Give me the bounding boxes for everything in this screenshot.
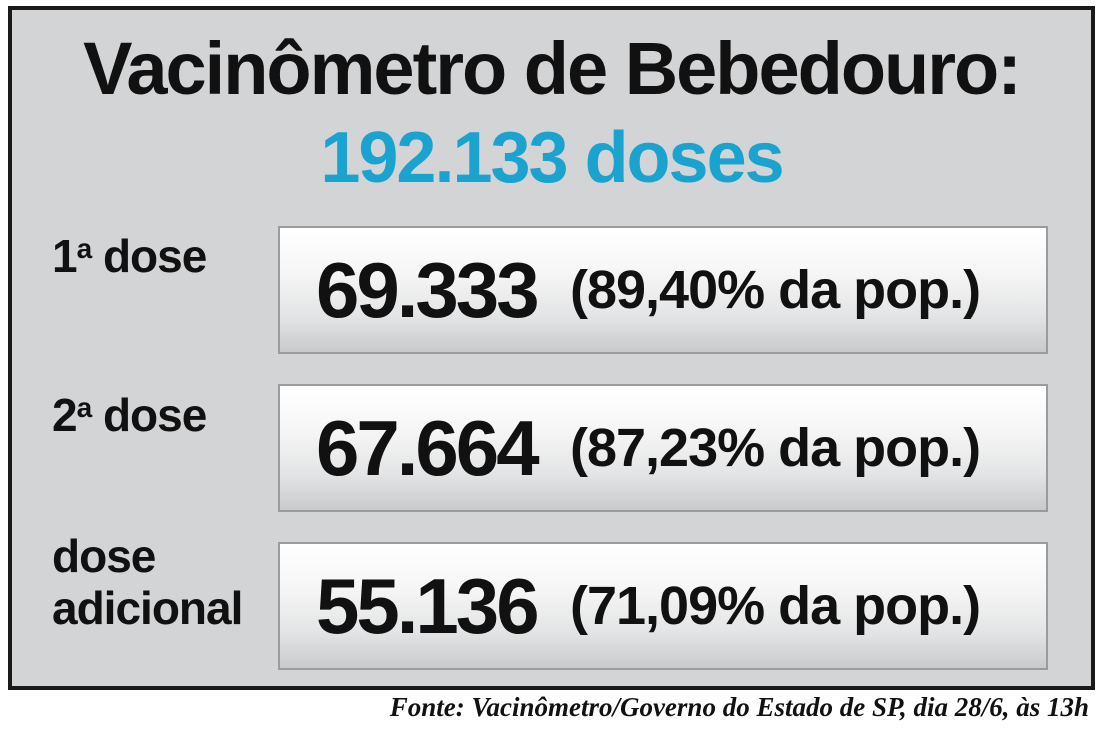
source-credit: Fonte: Vacinômetro/Governo do Estado de …: [389, 692, 1089, 722]
row-label-line1: dose: [52, 530, 156, 582]
population-percent: (89,40% da pop.): [570, 260, 981, 320]
population-percent: (87,23% da pop.): [570, 418, 981, 478]
row-label-number: 2: [52, 389, 78, 441]
dose-count: 69.333: [316, 246, 540, 334]
value-box-first-dose: 69.333 (89,40% da pop.): [278, 226, 1048, 354]
value-box-additional-dose: 55.136 (71,09% da pop.): [278, 542, 1048, 670]
row-label-ordinal: a: [76, 392, 93, 423]
row-label-text: dose: [91, 230, 207, 282]
panel-title: Vacinômetro de Bebedouro:: [83, 27, 1022, 110]
row-label-number: 1: [52, 230, 78, 282]
population-percent: (71,09% da pop.): [570, 576, 981, 636]
dose-count: 55.136: [316, 562, 540, 650]
dose-count: 67.664: [316, 404, 540, 492]
row-label-line2: adicional: [52, 582, 243, 634]
row-label-additional-dose: dose adicional: [52, 530, 243, 634]
row-label-second-dose: 2a dose: [52, 389, 207, 441]
row-label-text: dose: [91, 389, 207, 441]
row-label-first-dose: 1a dose: [52, 230, 207, 282]
row-label-ordinal: a: [76, 233, 93, 264]
vaccine-panel: Vacinômetro de Bebedouro: 192.133 doses …: [8, 6, 1095, 690]
total-doses: 192.133 doses: [320, 118, 784, 198]
value-box-second-dose: 67.664 (87,23% da pop.): [278, 384, 1048, 512]
